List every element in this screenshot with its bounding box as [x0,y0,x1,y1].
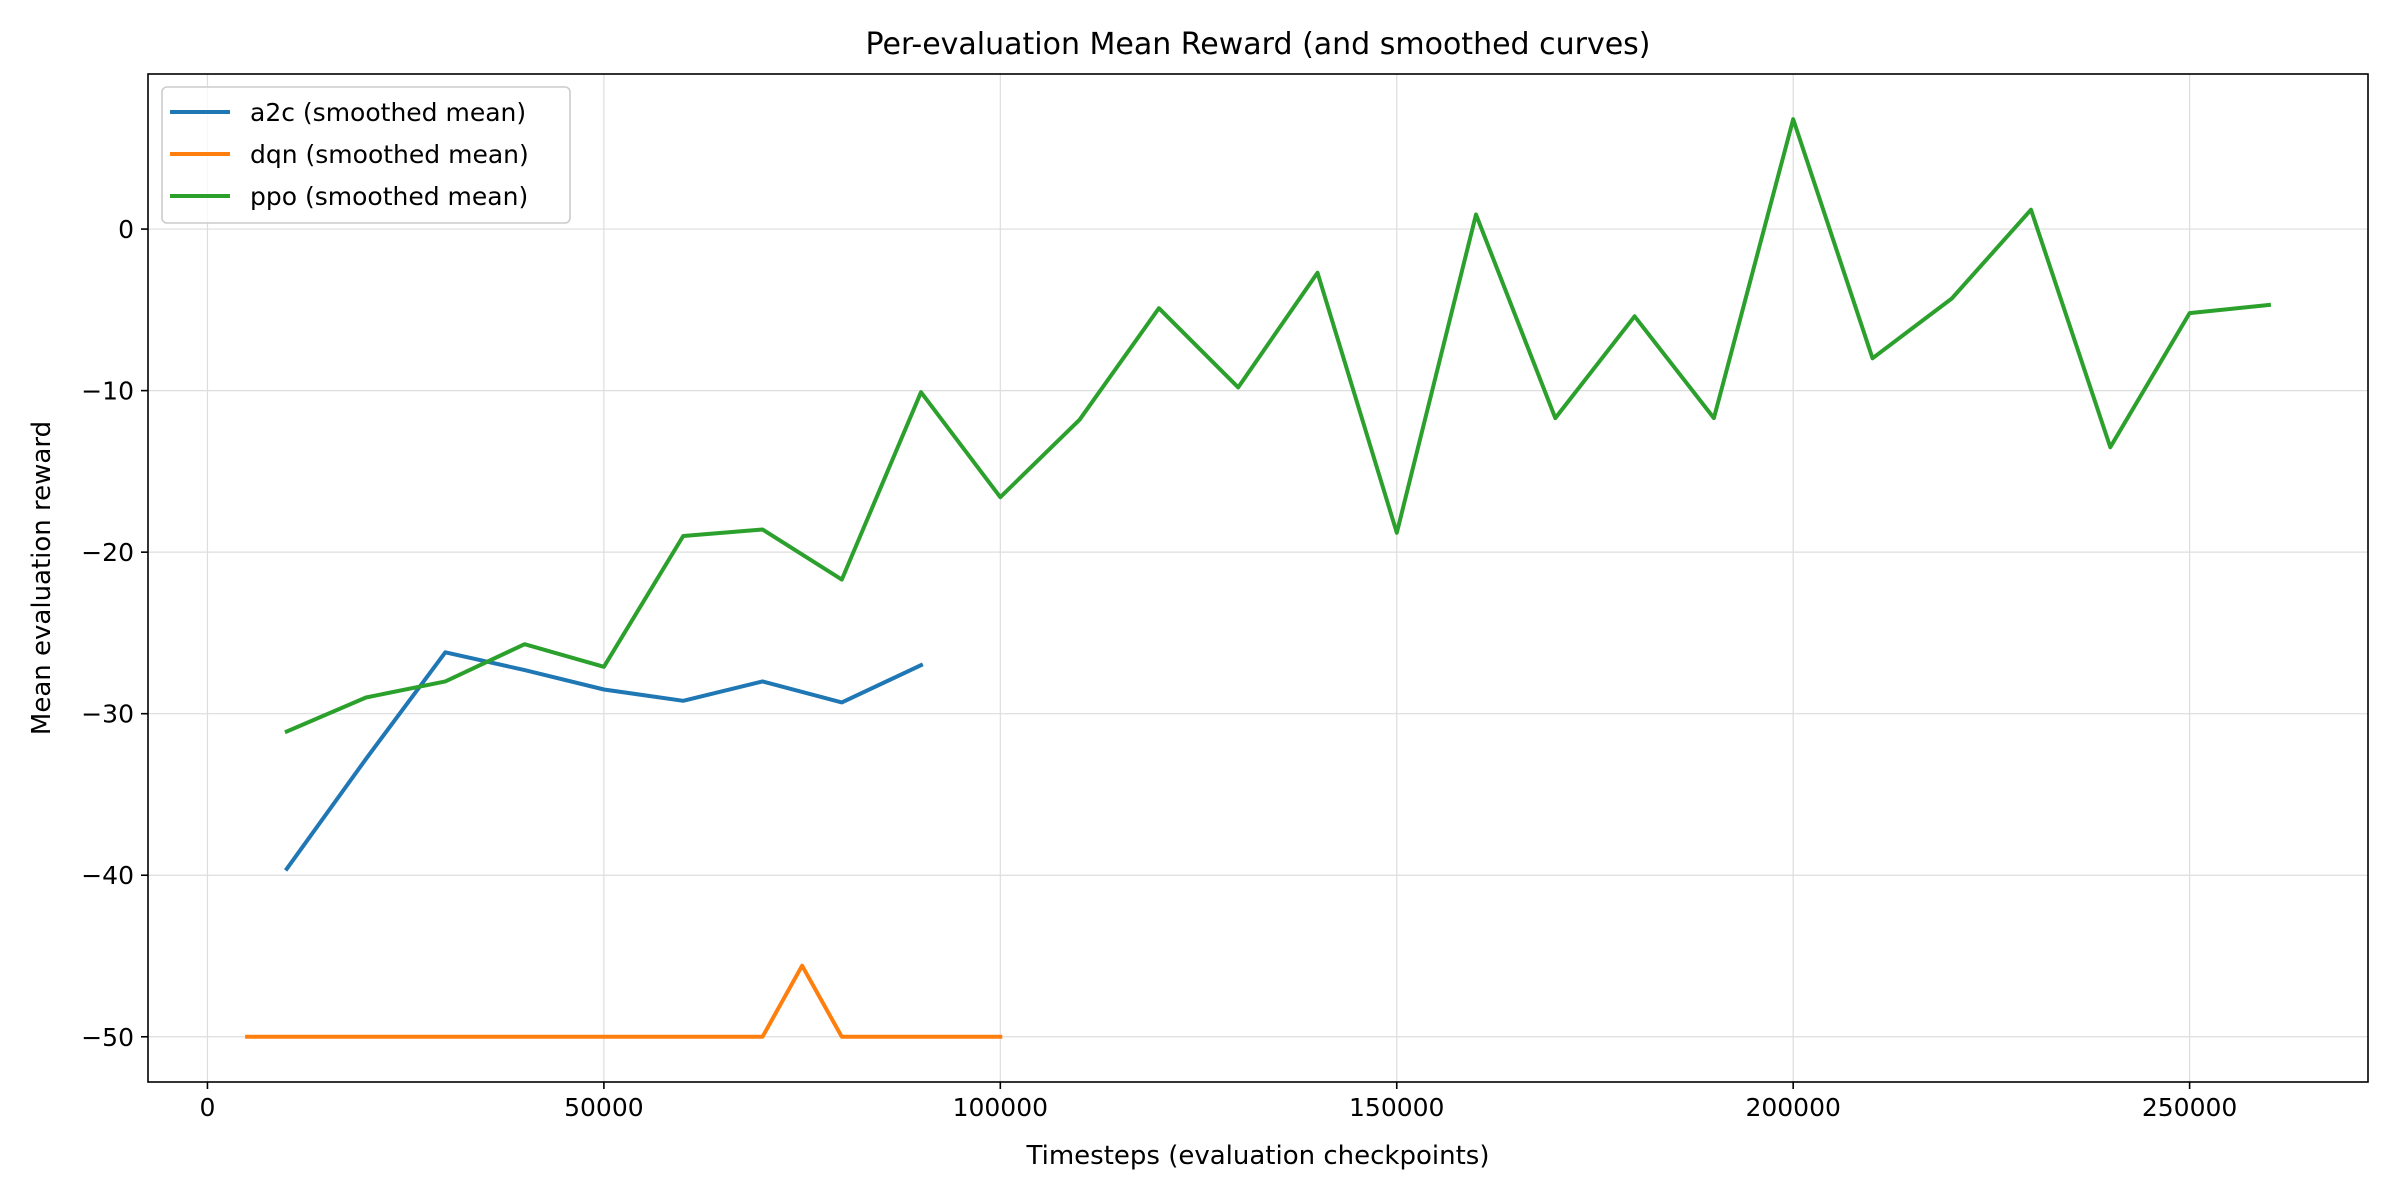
series-lines [245,117,2272,1039]
y-tick-label: −10 [81,377,134,406]
series-line-dqn [245,963,1003,1039]
legend-label-dqn: dqn (smoothed mean) [250,140,529,169]
legend-label-a2c: a2c (smoothed mean) [250,98,526,127]
legend-box [161,86,571,224]
legend: a2c (smoothed mean) dqn (smoothed mean) pp… [161,86,571,224]
y-axis-label: Mean evaluation reward [27,421,57,735]
series-line-a2c [284,650,924,872]
y-tick-label: −30 [81,700,134,729]
x-tick-label: 50000 [564,1093,644,1122]
x-tick-label: 200000 [1745,1093,1840,1122]
chart-title: Per-evaluation Mean Reward (and smoothed… [865,27,1650,62]
x-tick-label: 250000 [2142,1093,2237,1122]
x-axis-ticks: 0 50000 100000 150000 200000 250000 [200,1082,2237,1122]
plot-area-frame [147,73,2369,1083]
x-axis-label: Timesteps (evaluation checkpoints) [1026,1141,1490,1171]
y-axis-ticks: 0 −10 −20 −30 −40 −50 [81,215,148,1052]
y-tick-label: 0 [118,215,134,244]
y-tick-label: −50 [81,1023,134,1052]
series-line-ppo [284,117,2272,735]
x-tick-label: 0 [200,1093,216,1122]
legend-label-ppo: ppo (smoothed mean) [250,182,528,211]
x-tick-label: 150000 [1349,1093,1444,1122]
grid [148,74,2368,1082]
x-tick-label: 100000 [953,1093,1048,1122]
y-tick-label: −40 [81,861,134,890]
y-tick-label: −20 [81,538,134,567]
